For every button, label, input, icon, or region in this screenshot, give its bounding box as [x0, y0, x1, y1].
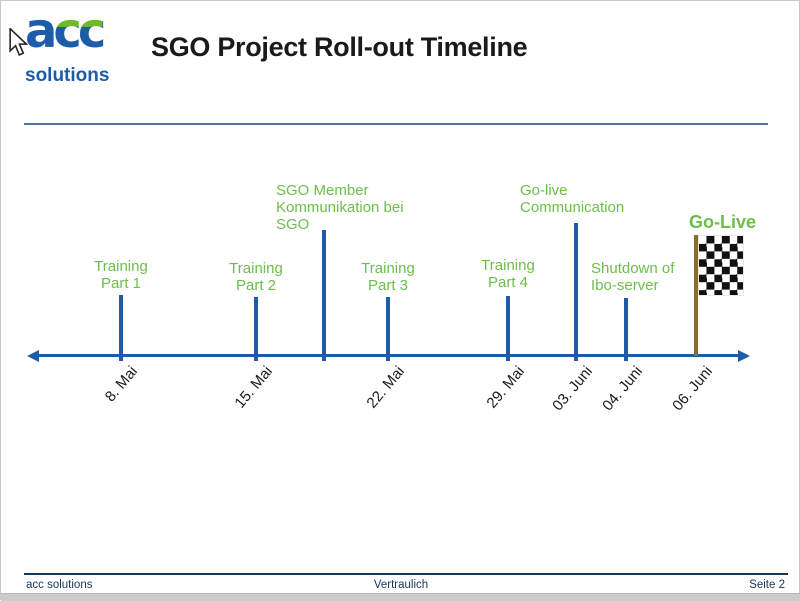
- mouse-cursor-icon: [9, 28, 28, 57]
- logo-solutions-text: solutions: [25, 65, 110, 86]
- timeline-tick-training-part-4: [506, 296, 510, 361]
- date-label-training-part-2: 15. Mai: [231, 363, 277, 412]
- timeline-tick-training-part-2: [254, 297, 258, 361]
- event-label-go-live: Go-Live: [689, 212, 757, 232]
- header-divider: [24, 123, 768, 125]
- timeline-tick-shutdown-ibo-server: [624, 298, 628, 361]
- event-label-shutdown-ibo-server: Shutdown of Ibo-server: [591, 260, 675, 294]
- event-label-training-part-1: Training Part 1: [94, 258, 148, 292]
- timeline-tick-training-part-1: [119, 295, 123, 361]
- page-title: SGO Project Roll-out Timeline: [151, 32, 528, 62]
- event-label-training-part-2: Training Part 2: [229, 260, 283, 294]
- screen-bottom-strip: [1, 593, 800, 601]
- event-label-training-part-4: Training Part 4: [481, 257, 535, 291]
- footer-company: acc solutions: [26, 579, 93, 591]
- axis-arrow-left-icon: [27, 349, 39, 362]
- footer-divider: [24, 573, 788, 575]
- date-label-training-part-1: 8. Mai: [101, 363, 142, 406]
- timeline-tick-training-part-3: [386, 297, 390, 361]
- event-label-training-part-3: Training Part 3: [361, 260, 415, 294]
- footer-confidential: Vertraulich: [373, 579, 429, 591]
- company-logo: acc acc solutions: [25, 5, 135, 95]
- checkered-flag-icon: [698, 235, 744, 296]
- axis-arrow-right-icon: [738, 349, 750, 362]
- logo-acc-green-overlay: acc: [25, 3, 103, 59]
- event-label-go-live-communication: Go-live Communication: [520, 182, 625, 216]
- go-live-flag-pole: [694, 235, 698, 356]
- timeline-tick-go-live-communication: [574, 223, 578, 361]
- date-label-training-part-4: 29. Mai: [483, 363, 529, 412]
- timeline-tick-sgo-member-kommunikation: [322, 230, 326, 361]
- date-label-go-live: 06. Juni: [669, 363, 717, 415]
- footer-page-number: Seite 2: [749, 579, 785, 591]
- logo-acc-text: acc: [25, 3, 106, 59]
- event-label-sgo-member-kommunikation: SGO Member Kommunikation bei SGO: [276, 182, 404, 233]
- date-label-training-part-3: 22. Mai: [363, 363, 409, 412]
